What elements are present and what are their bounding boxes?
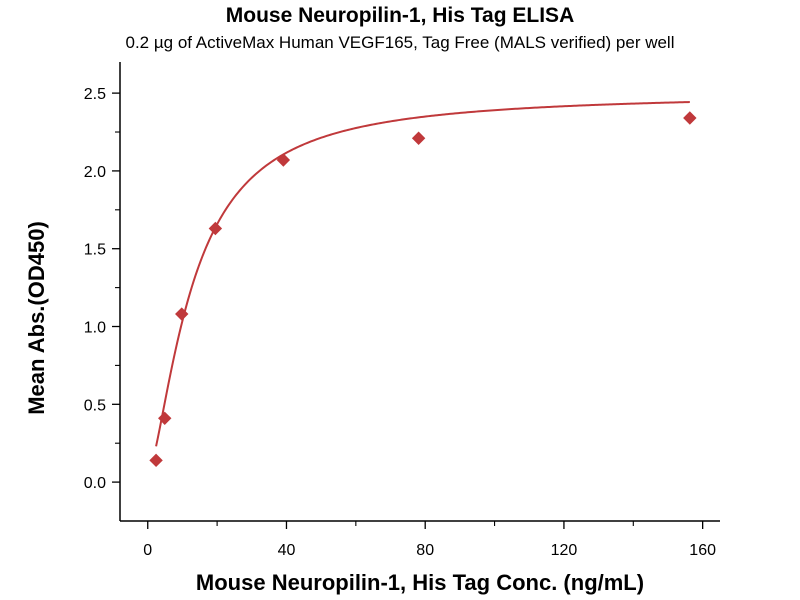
data-point-marker (208, 221, 223, 236)
chart-subtitle: 0.2 µg of ActiveMax Human VEGF165, Tag F… (125, 33, 675, 52)
x-tick-label: 0 (143, 542, 152, 559)
data-point-marker (158, 411, 172, 426)
data-point-marker (149, 453, 163, 468)
y-tick-label: 0.0 (84, 475, 106, 492)
y-tick-label: 2.0 (84, 164, 106, 181)
ticks: 0.0 0.5 1.0 1.5 2.0 2.5 0 40 80 120 160 (84, 86, 716, 559)
data-point-marker (175, 307, 189, 321)
y-tick-label: 1.5 (84, 242, 106, 259)
fit-curve (155, 101, 690, 447)
x-tick-label: 40 (278, 542, 296, 559)
chart-title: Mouse Neuropilin-1, His Tag ELISA (225, 4, 575, 27)
data-point-marker (276, 153, 291, 167)
y-tick-label: 1.0 (84, 320, 106, 337)
data-point-marker (411, 131, 426, 145)
x-tick-label: 120 (551, 542, 578, 559)
y-tick-label: 0.5 (84, 397, 106, 414)
y-tick-label: 2.5 (84, 86, 106, 103)
fit-curve-group (155, 101, 690, 447)
x-tick-label: 80 (416, 542, 434, 559)
axes (119, 62, 720, 522)
x-tick-label: 160 (689, 542, 716, 559)
data-points (149, 111, 697, 468)
x-axis-title: Mouse Neuropilin-1, His Tag Conc. (ng/mL… (196, 570, 644, 595)
y-axis-title: Mean Abs.(OD450) (24, 221, 49, 415)
data-point-marker (683, 111, 697, 125)
